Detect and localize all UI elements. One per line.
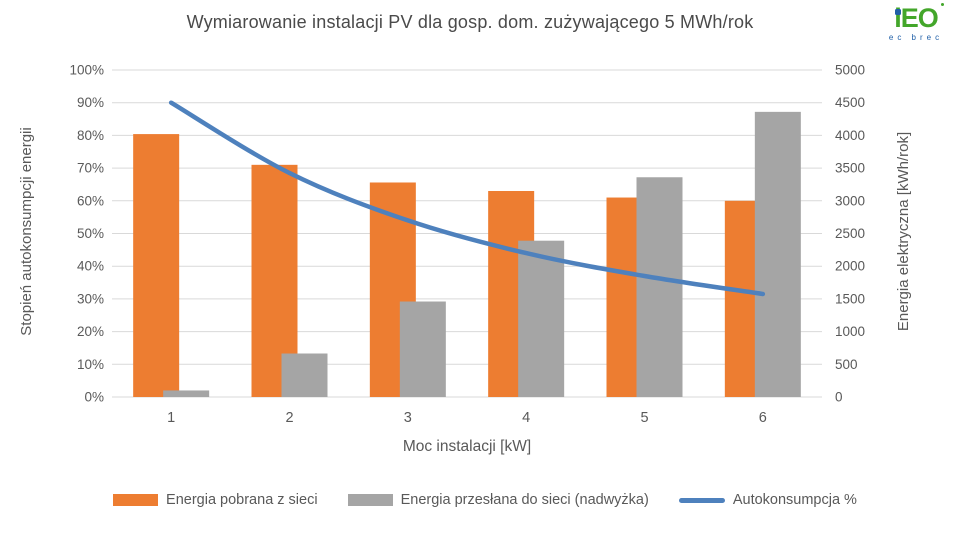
legend-swatch-orange-bar [113, 494, 159, 506]
right-axis-tick-label: 1500 [835, 291, 865, 306]
bar-energia-przeslana [518, 240, 565, 397]
bar-energia-przeslana [636, 177, 683, 397]
autokonsumpcja-line [168, 100, 766, 297]
bar-energia-przeslana [163, 390, 210, 397]
right-axis-tick-label: 4500 [835, 95, 865, 110]
legend-swatch-gray-bar [347, 494, 393, 506]
legend-label: Autokonsumpcja % [732, 492, 857, 508]
x-axis-category-label: 3 [404, 410, 412, 426]
right-axis-tick-label: 3000 [835, 193, 865, 208]
legend-label: Energia pobrana z sieci [166, 492, 318, 508]
logo-text: iEO [894, 3, 944, 33]
left-axis-tick-label: 60% [77, 193, 104, 208]
right-axis-tick-label: 4000 [835, 128, 865, 143]
right-axis-tick-label: 500 [835, 357, 858, 372]
left-axis-title: Stopień autokonsumpcji energii [18, 127, 35, 336]
legend: Energia pobrana z sieci Energia przesłan… [0, 492, 970, 508]
left-axis-tick-label: 20% [77, 324, 104, 339]
right-axis-tick-label: 1000 [835, 324, 865, 339]
x-axis-category-label: 5 [640, 410, 648, 426]
x-axis-title: Moc instalacji [kW] [402, 438, 532, 455]
left-axis-tick-label: 30% [77, 291, 104, 306]
logo-text-ieo: iEO [894, 3, 939, 33]
left-axis-tick-label: 40% [77, 259, 104, 274]
x-axis-category-label: 4 [522, 410, 530, 426]
left-axis-tick-label: 90% [77, 95, 104, 110]
left-axis-tick-label: 80% [77, 128, 104, 143]
right-axis-tick-label: 2000 [835, 259, 865, 274]
right-axis-title: Energia elektryczna [kWh/rok] [895, 131, 912, 332]
legend-swatch-blue-line [678, 497, 725, 503]
legend-item-autokonsumpcja: Autokonsumpcja % [678, 492, 857, 508]
left-axis-tick-label: 100% [69, 63, 104, 78]
left-axis-tick-label: 50% [77, 226, 104, 241]
chart-title: Wymiarowanie instalacji PV dla gosp. dom… [186, 12, 754, 32]
logo-subtext: ec brec [888, 33, 944, 42]
right-axis-tick-label: 0 [835, 390, 843, 405]
legend-label: Energia przesłana do sieci (nadwyżka) [400, 492, 649, 508]
logo-i-dot [895, 9, 902, 15]
right-axis-tick-label: 5000 [835, 63, 865, 78]
legend-item-energia-przeslana: Energia przesłana do sieci (nadwyżka) [347, 492, 649, 508]
left-axis-tick-label: 10% [77, 357, 104, 372]
x-axis-category-label: 2 [285, 410, 293, 426]
x-axis-category-label: 1 [167, 410, 175, 426]
bar-energia-pobrana [133, 134, 180, 398]
right-axis-tick-label: 3500 [835, 161, 865, 176]
bar-energia-przeslana [754, 111, 801, 397]
logo-trademark-dot [940, 3, 944, 6]
bar-energia-przeslana [281, 353, 328, 397]
logo: iEO ec brec [874, 3, 958, 42]
right-axis-tick-label: 2500 [835, 226, 865, 241]
x-axis-category-label: 6 [759, 410, 767, 426]
legend-item-energia-pobrana: Energia pobrana z sieci [113, 492, 318, 508]
bar-energia-przeslana [399, 301, 446, 397]
left-axis-tick-label: 0% [84, 390, 104, 405]
left-axis-tick-label: 70% [77, 161, 104, 176]
